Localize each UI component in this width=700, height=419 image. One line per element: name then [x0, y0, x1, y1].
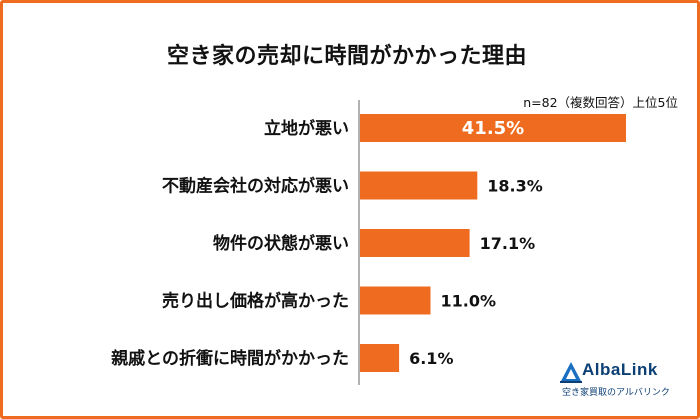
bar — [360, 344, 400, 372]
value-label: 41.5% — [462, 118, 524, 139]
value-label: 6.1% — [409, 349, 453, 368]
bar — [360, 114, 626, 142]
logo-name: AlbaLink — [582, 360, 658, 379]
value-label: 11.0% — [441, 292, 497, 311]
bar — [360, 286, 431, 315]
category-label: 不動産会社の対応が悪い — [162, 176, 349, 197]
chart-title: 空き家の売却に時間がかかった理由 — [166, 44, 527, 69]
category-label: 売り出し価格が高かった — [162, 291, 349, 312]
bar — [360, 171, 478, 200]
category-label: 立地が悪い — [264, 118, 349, 139]
category-label: 親戚との折衝に時間がかかった — [111, 348, 349, 369]
albalink-mark-icon — [560, 362, 582, 383]
sample-note: n=82（複数回答）上位5位 — [523, 95, 678, 110]
category-label: 物件の状態が悪い — [213, 233, 349, 254]
bar — [360, 229, 470, 257]
logo-tagline: 空き家買取のアルバリンク — [562, 388, 670, 398]
value-label: 17.1% — [480, 234, 536, 253]
value-label: 18.3% — [487, 177, 543, 196]
albalink-logo: AlbaLink 空き家買取のアルバリンク — [560, 360, 680, 400]
